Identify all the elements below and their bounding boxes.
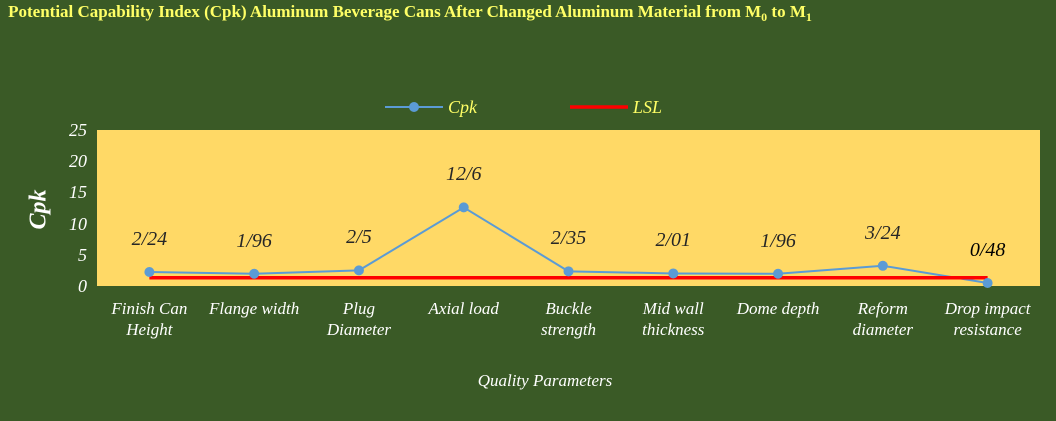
y-tick-label: 25 [69, 120, 87, 140]
data-label: 2/24 [131, 228, 168, 251]
x-tick-label: Finish Can Height [111, 299, 188, 339]
chart-title: Potential Capability Index (Cpk) Aluminu… [0, 0, 820, 24]
plot-area [97, 130, 1040, 286]
y-tick-label: 20 [69, 151, 87, 172]
data-label: 2/01 [655, 229, 692, 252]
data-point [144, 267, 155, 278]
legend-label: Cpk [448, 97, 477, 117]
y-tick-label: 15 [69, 182, 87, 203]
data-point [982, 278, 993, 289]
data-label: 2/5 [346, 226, 372, 249]
x-axis-title: Quality Parameters [477, 371, 613, 390]
y-tick-label: 5 [78, 244, 87, 265]
x-tick-label: Mid wall thickness [642, 299, 705, 339]
y-tick-label: 0 [78, 276, 87, 296]
data-point [773, 268, 784, 279]
data-label: 12/6 [445, 163, 482, 186]
data-point [353, 265, 364, 276]
data-point [249, 268, 260, 279]
data-label: 0/48 [969, 239, 1006, 261]
title-subscript: 0 [761, 10, 768, 24]
data-label: 1/96 [760, 229, 796, 252]
title-subscript: 1 [805, 10, 812, 24]
data-label: 2/35 [550, 227, 587, 250]
y-tick-label: 10 [69, 213, 87, 234]
legend-label: LSL [633, 97, 663, 117]
x-tick-label: Buckle strength [540, 299, 597, 339]
title-text: to M [767, 2, 806, 21]
data-label: 1/96 [236, 229, 272, 252]
data-point [563, 266, 574, 277]
data-point [458, 202, 469, 213]
x-tick-label: Dome depth [736, 299, 820, 318]
data-point [877, 260, 888, 271]
x-tick-label: Reform diameter [852, 299, 914, 339]
data-point [668, 268, 679, 279]
x-tick-label: Plug Diameter [326, 299, 392, 339]
title-text: Potential Capability Index (Cpk) Aluminu… [8, 2, 762, 21]
x-tick-label: Drop impact resistance [944, 299, 1031, 339]
legend-marker [409, 102, 419, 112]
data-label: 3/24 [865, 221, 901, 244]
x-tick-label: Flange width [209, 299, 300, 318]
x-tick-label: Axial load [428, 299, 499, 318]
